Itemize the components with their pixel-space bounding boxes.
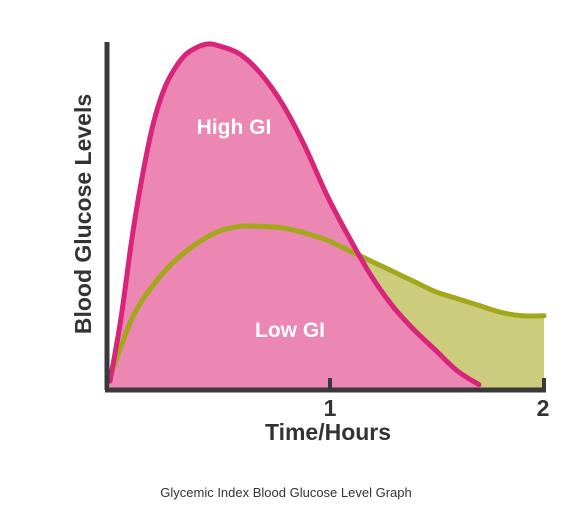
line-high-gi: [107, 41, 482, 388]
chart-caption: Glycemic Index Blood Glucose Level Graph: [160, 485, 412, 500]
series-label-high-gi: High GI: [197, 116, 272, 139]
series-label-low-gi: Low GI: [255, 319, 325, 342]
y-axis-title: Blood Glucose Levels: [70, 94, 96, 334]
chart-areas: [110, 43, 544, 388]
x-tick-label-2: 2: [537, 395, 550, 421]
chart-lines: [107, 41, 547, 388]
x-axis-title: Time/Hours: [265, 419, 391, 445]
x-tick-label-1: 1: [324, 395, 337, 421]
line-low-gi: [107, 223, 547, 381]
